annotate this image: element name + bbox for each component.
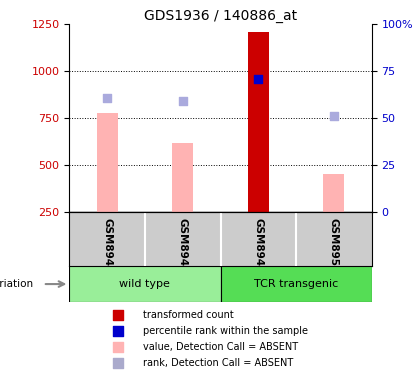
Bar: [323, 174, 344, 212]
Text: GSM89497: GSM89497: [102, 218, 112, 281]
Text: TCR transgenic: TCR transgenic: [254, 279, 338, 289]
Text: percentile rank within the sample: percentile rank within the sample: [143, 326, 308, 336]
Title: GDS1936 / 140886_at: GDS1936 / 140886_at: [144, 9, 297, 23]
Point: [331, 113, 337, 119]
Text: wild type: wild type: [119, 279, 171, 289]
Text: GSM89498: GSM89498: [178, 218, 188, 281]
Point: [104, 94, 110, 100]
Text: GSM89499: GSM89499: [253, 218, 263, 281]
Bar: [248, 32, 269, 212]
Point: [114, 360, 121, 366]
Point: [255, 76, 262, 82]
Text: rank, Detection Call = ABSENT: rank, Detection Call = ABSENT: [143, 358, 293, 368]
Text: transformed count: transformed count: [143, 310, 234, 320]
Bar: [97, 112, 118, 212]
Bar: [172, 142, 193, 212]
Bar: [220, 266, 372, 302]
Point: [114, 328, 121, 334]
Point: [114, 344, 121, 350]
Point: [114, 312, 121, 318]
Text: genotype/variation: genotype/variation: [0, 279, 34, 289]
Bar: [69, 266, 220, 302]
Text: value, Detection Call = ABSENT: value, Detection Call = ABSENT: [143, 342, 298, 352]
Point: [179, 98, 186, 104]
Text: GSM89500: GSM89500: [329, 218, 339, 281]
